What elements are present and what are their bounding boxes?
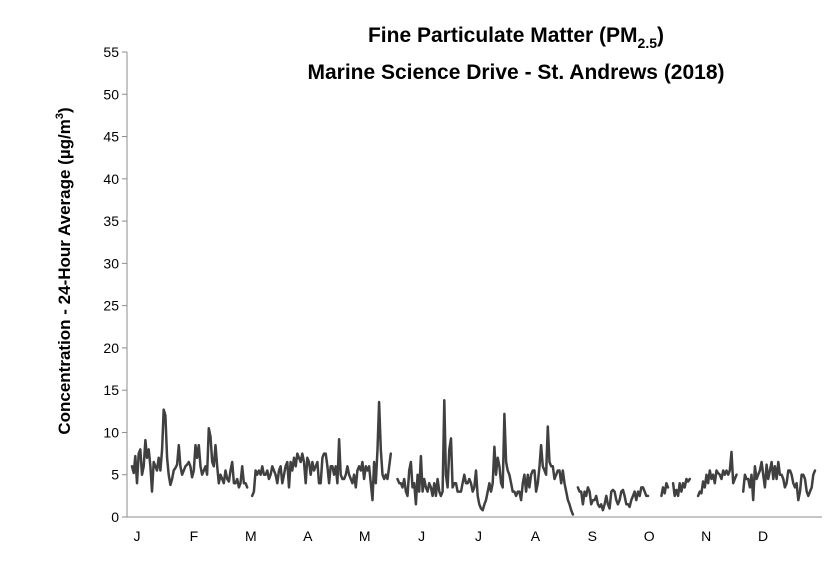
- y-tick-label: 5: [111, 467, 119, 483]
- x-tick-label: D: [758, 528, 768, 544]
- series-line-segment: [576, 486, 650, 512]
- y-axis-ticks: 0 5 10 15 20 25 30 35 40 45 50 55: [103, 44, 127, 525]
- y-tick-label: 15: [103, 382, 119, 398]
- series-line-segment: [130, 408, 249, 493]
- chart-title-line2: Marine Science Drive - St. Andrews (2018…: [307, 61, 724, 84]
- x-tick-label: A: [531, 528, 541, 544]
- y-tick-label: 35: [103, 213, 119, 229]
- x-tick-label: S: [588, 528, 597, 544]
- x-tick-label: J: [418, 528, 425, 544]
- series-line-segment: [741, 460, 817, 502]
- data-series: [130, 399, 817, 516]
- y-tick-label: 20: [103, 340, 119, 356]
- y-tick-label: 25: [103, 298, 119, 314]
- y-tick-label: 10: [103, 424, 119, 440]
- y-axis-label: Concentration - 24-Hour Average (µg/m3): [54, 107, 74, 434]
- y-tick-label: 55: [103, 44, 119, 60]
- x-tick-label: J: [475, 528, 482, 544]
- y-tick-label: 30: [103, 255, 119, 271]
- series-line-segment: [396, 399, 575, 516]
- y-tick-label: 50: [103, 86, 119, 102]
- series-line-segment: [696, 450, 738, 498]
- series-line-segment: [250, 400, 393, 502]
- y-axis-label-superscript: 3: [54, 113, 66, 119]
- y-tick-label: 0: [111, 509, 119, 525]
- x-tick-label: M: [359, 528, 371, 544]
- x-tick-label: M: [245, 528, 257, 544]
- x-tick-label: N: [701, 528, 711, 544]
- series-line-segment: [671, 477, 692, 498]
- x-tick-label: J: [134, 528, 141, 544]
- y-tick-label: 45: [103, 129, 119, 145]
- chart-title-subscript: 2.5: [638, 35, 658, 51]
- y-tick-label: 40: [103, 171, 119, 187]
- x-tick-label: A: [303, 528, 313, 544]
- x-tick-label: F: [190, 528, 199, 544]
- x-tick-label: O: [644, 528, 655, 544]
- chart-title-line1: Fine Particulate Matter (PM2.5): [368, 24, 664, 51]
- series-line-segment: [660, 481, 670, 498]
